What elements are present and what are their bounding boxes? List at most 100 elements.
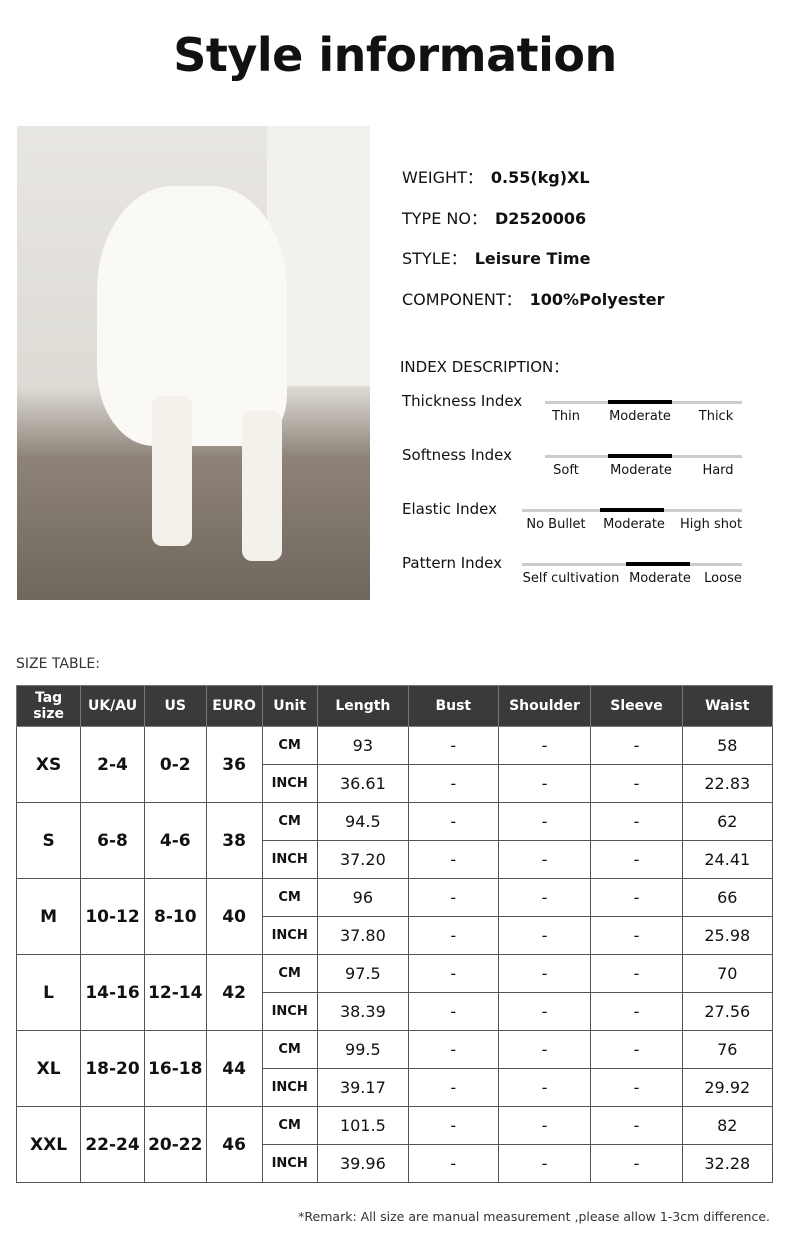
cell: - xyxy=(590,878,683,917)
cell: - xyxy=(590,764,683,803)
cell: 99.5 xyxy=(316,1030,410,1069)
column-header: US xyxy=(143,685,207,727)
cell: - xyxy=(590,802,683,841)
cell: 66 xyxy=(681,878,774,917)
cell-euro: 38 xyxy=(205,802,263,879)
cell: - xyxy=(590,726,683,765)
cell: - xyxy=(590,840,683,879)
cell: 24.41 xyxy=(681,840,774,879)
cell-uk: 18-20 xyxy=(80,1030,145,1107)
cell: 37.80 xyxy=(316,916,410,955)
info-value: Leisure Time xyxy=(474,249,591,268)
index-label: Elastic Index xyxy=(402,500,498,518)
column-header: Waist xyxy=(681,685,774,727)
table-row: XL 18-20 16-18 44 CM 99.5- - -76 xyxy=(15,1030,774,1107)
info-value: 100%Polyester xyxy=(529,289,665,309)
cell-uk: 10-12 xyxy=(80,878,145,955)
remark: *Remark: All size are manual measurement… xyxy=(298,1209,770,1224)
index-option: Loose xyxy=(704,571,742,586)
cell-tag: L xyxy=(15,954,82,1031)
index-selected-marker xyxy=(626,562,690,566)
cell: CM xyxy=(261,1106,318,1145)
cell: 94.5 xyxy=(316,802,410,841)
cell: - xyxy=(497,1106,592,1145)
cell: 58 xyxy=(681,726,774,765)
cell: - xyxy=(408,802,499,841)
column-header: Sleeve xyxy=(590,685,683,727)
index-label: Softness Index xyxy=(402,446,513,464)
index-option: Moderate xyxy=(609,409,671,424)
cell: 22.83 xyxy=(681,764,774,803)
table-row: INCH 38.39- - -27.56 xyxy=(17,992,774,1031)
index-label: Thickness Index xyxy=(402,392,523,410)
cell: INCH xyxy=(261,764,318,803)
cell-tag: S xyxy=(15,802,82,879)
cell: - xyxy=(590,916,683,955)
cell: - xyxy=(408,916,499,955)
cell-uk: 22-24 xyxy=(80,1106,145,1183)
table-row: INCH 39.96- - -32.28 xyxy=(17,1144,774,1183)
cell: 93 xyxy=(316,726,410,765)
cell: - xyxy=(497,764,592,803)
column-header: Bust xyxy=(408,685,499,727)
cell-uk: 6-8 xyxy=(80,802,145,879)
cell: 39.17 xyxy=(316,1068,410,1107)
cell: 70 xyxy=(681,954,774,993)
cell: - xyxy=(590,1030,683,1069)
cell: CM xyxy=(261,1030,318,1069)
cell: INCH xyxy=(261,916,318,955)
cell: 62 xyxy=(681,802,774,841)
cell: - xyxy=(408,992,499,1031)
cell: 27.56 xyxy=(681,992,774,1031)
column-header: EURO xyxy=(205,685,263,727)
index-label: Pattern Index xyxy=(402,554,503,572)
cell: - xyxy=(497,1144,592,1183)
cell: - xyxy=(497,802,592,841)
column-header: Unit xyxy=(261,685,318,727)
cell-us: 12-14 xyxy=(143,954,207,1031)
index-option: Moderate xyxy=(603,517,665,532)
cell: CM xyxy=(261,954,318,993)
cell-us: 20-22 xyxy=(143,1106,207,1183)
column-header: Shoulder xyxy=(497,685,592,727)
size-table: Tag size UK/AU US EURO Unit Length Bust Shoulde… xyxy=(15,685,774,1183)
cell: - xyxy=(497,916,592,955)
index-scale: Thin Moderate Thick xyxy=(545,400,742,424)
index-option: Thick xyxy=(698,409,734,424)
index-option: Moderate xyxy=(629,571,691,586)
cell-us: 16-18 xyxy=(143,1030,207,1107)
cell-tag: XS xyxy=(15,726,82,803)
index-scale: Self cultivation Moderate Loose xyxy=(522,562,742,586)
index-scale: Soft Moderate Hard xyxy=(545,454,742,478)
info-row: COMPONENT： 100%Polyester xyxy=(402,286,664,310)
index-option: Hard xyxy=(702,463,734,478)
index-option: Self cultivation xyxy=(522,571,620,586)
cell: - xyxy=(408,764,499,803)
cell: - xyxy=(408,1144,499,1183)
cell: CM xyxy=(261,878,318,917)
cell: - xyxy=(590,954,683,993)
cell: 36.61 xyxy=(316,764,410,803)
info-row: WEIGHT： 0.55(kg)XL xyxy=(402,164,590,188)
cell: 32.28 xyxy=(681,1144,774,1183)
cell: - xyxy=(497,992,592,1031)
cell: INCH xyxy=(261,840,318,879)
cell-euro: 42 xyxy=(205,954,263,1031)
table-row: INCH 36.61- - -22.83 xyxy=(17,764,774,803)
cell: 97.5 xyxy=(316,954,410,993)
cell: 96 xyxy=(316,878,410,917)
cell: - xyxy=(408,840,499,879)
table-row: S 6-8 4-6 38 CM 94.5- - -62 xyxy=(15,802,774,879)
index-option: High shot xyxy=(679,517,743,532)
size-table-label: SIZE TABLE: xyxy=(16,656,100,672)
table-row: M 10-12 8-10 40 CM 96- - -66 xyxy=(15,878,774,955)
info-value: D2520006 xyxy=(494,208,587,228)
column-header: Tag size xyxy=(15,685,82,727)
cell-euro: 44 xyxy=(205,1030,263,1107)
cell-us: 8-10 xyxy=(143,878,207,955)
cell-us: 0-2 xyxy=(143,726,207,803)
cell: - xyxy=(590,1068,683,1107)
cell: 39.96 xyxy=(316,1144,410,1183)
table-row: L 14-16 12-14 42 CM 97.5- - -70 xyxy=(15,954,774,1031)
cell: 37.20 xyxy=(316,840,410,879)
